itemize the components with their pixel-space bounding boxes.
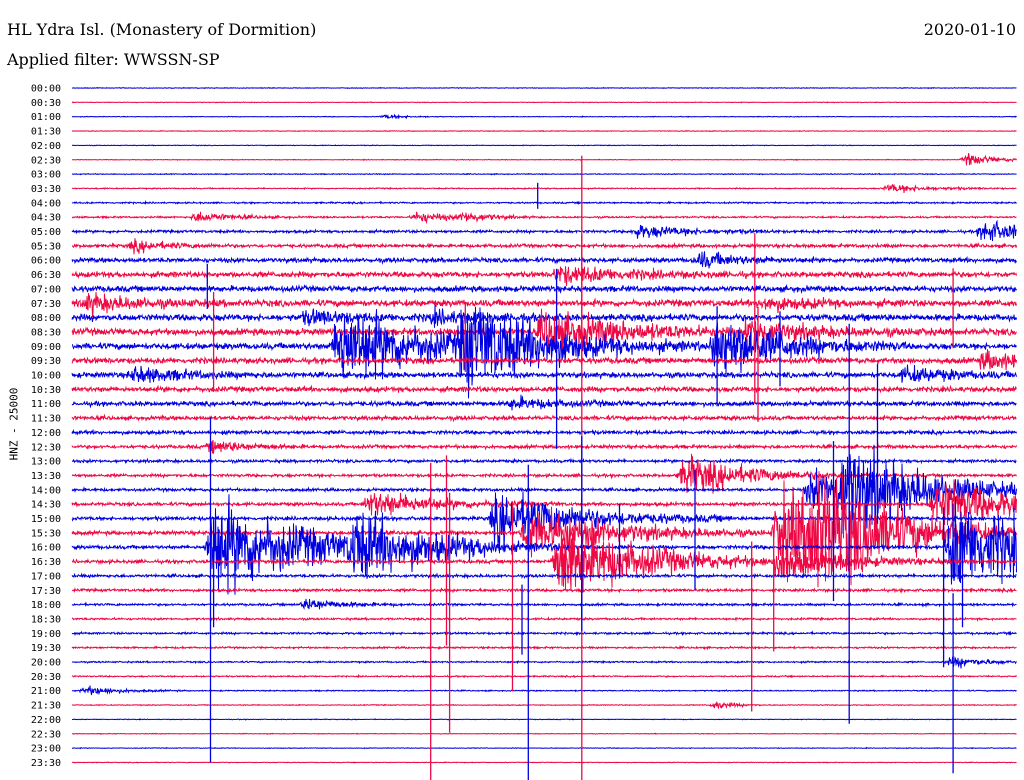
trace-row-0000 [72,86,1017,90]
trace-row-0200 [72,144,1017,147]
time-tick-label: 14:00 [31,485,61,496]
time-tick-label: 06:00 [31,256,61,267]
time-tick-labels: 00:00 00:30 01:00 01:30 02:00 02:30 03:00 03:30… [31,84,61,769]
time-tick-label: 08:30 [31,327,61,338]
trace-row-0830 [71,308,1017,359]
trace-row-2100 [71,685,1017,696]
time-tick-label: 02:00 [31,141,61,152]
trace-row-0600 [71,251,1017,269]
time-tick-label: 00:00 [31,84,61,95]
trace-row-0630 [71,266,1017,286]
trace-row-1200 [71,428,1017,437]
time-tick-label: 15:30 [31,528,61,539]
time-tick-label: 07:30 [31,299,61,310]
time-tick-label: 23:00 [31,744,61,755]
time-tick-label: 12:30 [31,442,61,453]
trace-row-0130 [72,129,1017,133]
trace-row-1600 [71,494,1017,595]
trace-row-1400 [71,444,1017,536]
filter-label: Applied filter: WWSSN-SP [7,50,220,69]
time-tick-label: 09:00 [31,342,61,353]
trace-row-0230 [71,153,1017,166]
time-tick-label: 03:30 [31,184,61,195]
time-tick-label: 19:00 [31,629,61,640]
trace-row-1300 [71,457,1017,465]
time-tick-label: 05:00 [31,227,61,238]
time-tick-label: 01:30 [31,127,61,138]
time-tick-label: 12:00 [31,428,61,439]
time-tick-label: 13:00 [31,457,61,468]
time-tick-label: 16:30 [31,557,61,568]
time-tick-label: 20:00 [31,658,61,669]
trace-row-1100 [71,394,1017,411]
time-tick-label: 15:00 [31,514,61,525]
record-date: 2020-01-10 [923,20,1016,39]
trace-row-2000 [71,656,1017,669]
trace-row-0100 [71,113,1017,120]
time-tick-label: 21:30 [31,701,61,712]
time-tick-label: 23:30 [31,758,61,769]
time-tick-label: 08:00 [31,313,61,324]
trace-row-0330 [71,183,1017,193]
time-tick-label: 11:00 [31,399,61,410]
trace-row-0930 [71,349,1017,371]
time-tick-label: 04:30 [31,213,61,224]
time-tick-label: 00:30 [31,98,61,109]
trace-row-1000 [71,364,1017,383]
trace-row-1630 [72,519,1017,593]
trace-row-0900 [72,306,1017,399]
time-tick-label: 21:00 [31,686,61,697]
time-tick-label: 19:30 [31,643,61,654]
time-tick-label: 06:30 [31,270,61,281]
trace-row-2030 [71,673,1017,679]
time-tick-label: 10:30 [31,385,61,396]
time-tick-label: 03:00 [31,170,61,181]
trace-row-1830 [71,616,1017,623]
trace-row-1030 [71,384,1017,395]
time-tick-label: 05:30 [31,241,61,252]
trace-layer [71,86,1017,780]
time-tick-label: 18:00 [31,600,61,611]
trace-row-2230 [71,732,1017,735]
trace-row-0800 [71,304,1017,328]
trace-row-0730 [71,292,1017,317]
time-tick-label: 18:30 [31,614,61,625]
trace-row-1130 [71,413,1017,423]
trace-row-0400 [71,199,1017,205]
trace-row-1730 [71,587,1017,594]
time-tick-label: 17:30 [31,586,61,597]
trace-row-1700 [71,572,1017,580]
trace-row-2200 [72,717,1017,721]
trace-row-2130 [71,700,1017,710]
time-tick-label: 07:00 [31,284,61,295]
trace-row-1800 [71,598,1017,610]
time-tick-label: 20:30 [31,672,61,683]
time-tick-label: 22:30 [31,729,61,740]
station-title: HL Ydra Isl. (Monastery of Dormition) [7,20,317,39]
trace-row-0430 [71,211,1017,225]
time-tick-label: 22:00 [31,715,61,726]
trace-row-1230 [71,439,1017,454]
time-tick-label: 14:30 [31,500,61,511]
trace-row-0030 [71,101,1017,104]
trace-row-2330 [71,761,1017,764]
time-tick-label: 11:30 [31,414,61,425]
time-tick-label: 16:00 [31,543,61,554]
time-tick-label: 01:00 [31,112,61,123]
time-tick-label: 02:30 [31,155,61,166]
trace-row-0300 [71,172,1017,176]
trace-row-0530 [71,238,1017,255]
time-tick-label: 10:00 [31,371,61,382]
trace-row-1930 [71,645,1017,651]
time-tick-label: 17:00 [31,571,61,582]
trace-row-0700 [71,283,1017,295]
time-tick-label: 09:30 [31,356,61,367]
time-tick-label: 13:30 [31,471,61,482]
trace-row-2300 [72,746,1017,750]
trace-row-0500 [71,219,1017,242]
time-tick-label: 04:00 [31,198,61,209]
trace-row-1900 [71,630,1017,637]
